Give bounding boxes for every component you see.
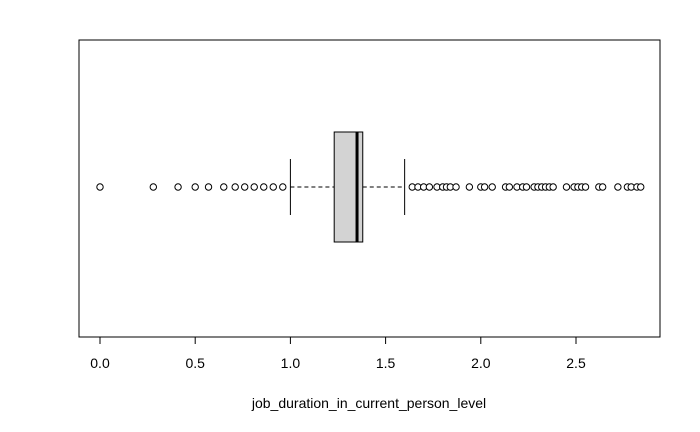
x-tick-label: 1.0 — [281, 355, 301, 371]
outlier-point — [241, 183, 249, 191]
outlier-point — [637, 183, 645, 191]
outlier-point — [522, 183, 531, 191]
outlier-point — [260, 183, 268, 191]
outlier-point — [279, 183, 287, 191]
outlier-point — [269, 183, 277, 191]
outliers — [96, 183, 645, 191]
outlier-point — [581, 183, 590, 191]
x-tick-label: 2.0 — [471, 355, 491, 371]
outlier-point — [250, 183, 258, 191]
outlier-point — [505, 183, 514, 191]
x-axis: 0.0 0.5 1.0 1.5 2.0 2.5 — [90, 336, 586, 371]
outlier-point — [149, 183, 158, 191]
x-tick-label: 1.5 — [376, 355, 396, 371]
outlier-point — [598, 183, 607, 191]
x-tick-label: 2.5 — [566, 355, 586, 371]
outlier-point — [191, 183, 199, 191]
outlier-point — [96, 183, 104, 191]
outlier-point — [425, 183, 434, 191]
outlier-point — [480, 183, 489, 191]
outlier-point — [488, 183, 496, 191]
outlier-point — [465, 183, 474, 191]
x-tick-label: 0.0 — [90, 355, 110, 371]
x-tick-label: 0.5 — [185, 355, 205, 371]
outlier-point — [204, 183, 213, 191]
outlier-point — [562, 183, 571, 191]
outlier-point — [220, 183, 228, 191]
outlier-point — [614, 183, 622, 191]
x-axis-label: job_duration_in_current_person_level — [251, 395, 486, 411]
outlier-point — [174, 183, 182, 191]
outlier-point — [549, 183, 557, 191]
outlier-point — [452, 183, 460, 191]
outlier-point — [231, 183, 239, 191]
box-group — [289, 131, 406, 243]
